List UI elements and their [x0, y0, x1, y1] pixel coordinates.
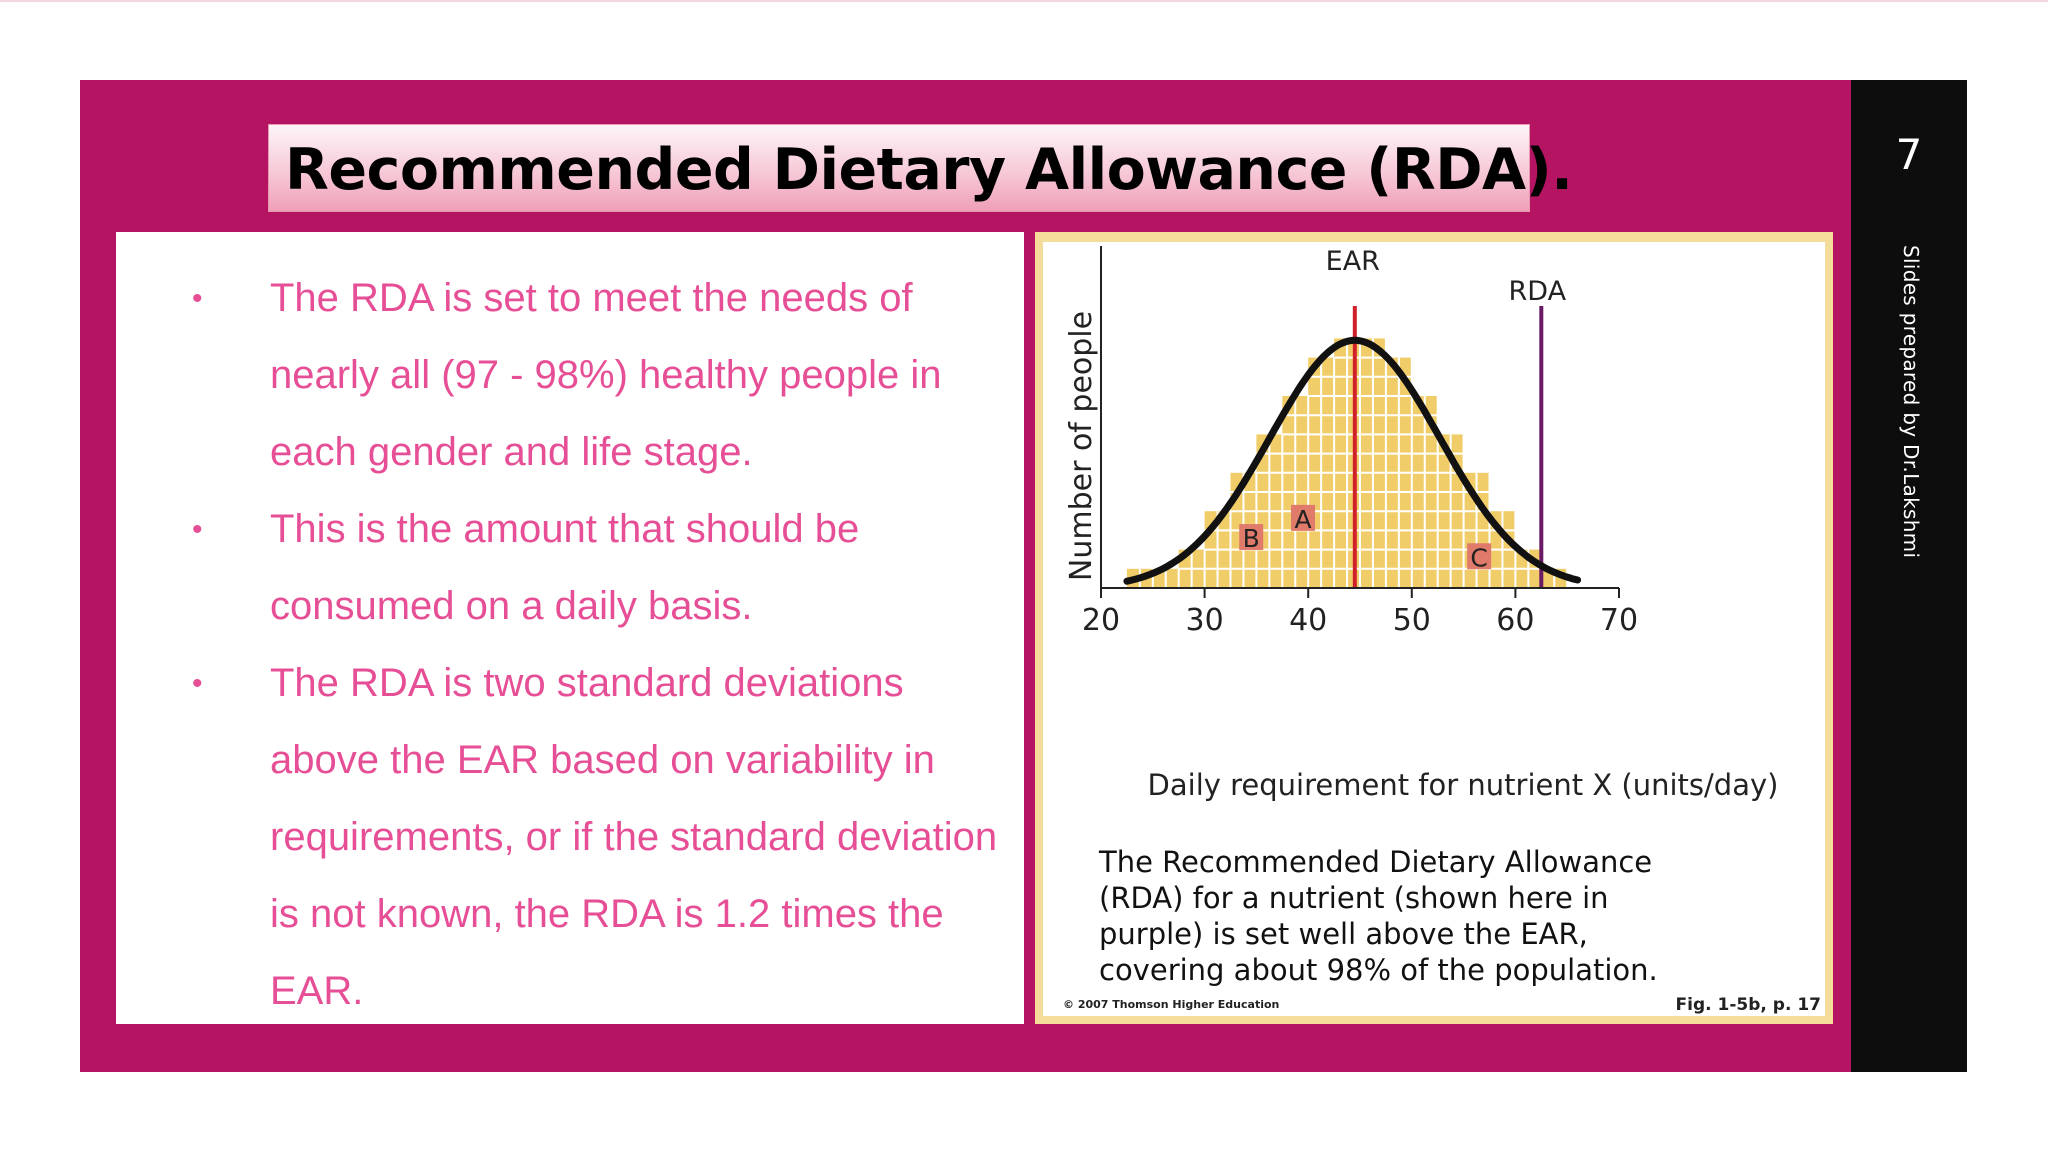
bullet-text: This is the amount that should be consum…: [270, 507, 860, 628]
figure-panel: EAR RDA 20 30 40 50 60 70 A B C Number of people…: [1035, 232, 1833, 1024]
bullet-list: • The RDA is set to meet the needs of ne…: [116, 260, 1024, 1030]
copyright-note: © 2007 Thomson Higher Education: [1063, 998, 1279, 1011]
distribution-curve: [1123, 336, 1582, 585]
top-border: [0, 0, 2048, 2]
region-label-box: [1239, 524, 1264, 551]
region-label: A: [1294, 505, 1311, 534]
bullet-item: • This is the amount that should be cons…: [116, 491, 1024, 645]
rda-chart: EAR RDA 20 30 40 50 60 70 A B C Number of people…: [1063, 246, 1821, 1015]
slide-number: 7: [1895, 130, 1923, 179]
bullet-item: • The RDA is two standard deviations abo…: [116, 645, 1024, 1030]
caption-line: (RDA) for a nutrient (shown here in: [1099, 881, 1609, 915]
slide-title: Recommended Dietary Allowance (RDA).: [285, 137, 1573, 203]
figure-inner: EAR RDA 20 30 40 50 60 70 A B C Number of people…: [1043, 242, 1825, 1016]
y-axis-label: Number of people: [1064, 311, 1099, 581]
slide-sidebar: 7 Slides prepared by Dr.Lakshmi: [1851, 80, 1967, 1072]
caption-line: purple) is set well above the EAR,: [1099, 917, 1588, 951]
x-axis-label: Daily requirement for nutrient X (units/…: [1148, 768, 1779, 802]
region-label-box: [1467, 543, 1492, 570]
x-tick-label: 60: [1496, 603, 1534, 638]
bullet-dot: •: [192, 282, 203, 315]
bullet-item: • The RDA is set to meet the needs of ne…: [116, 260, 1024, 491]
text-panel: • The RDA is set to meet the needs of ne…: [116, 232, 1024, 1024]
title-box: Recommended Dietary Allowance (RDA).: [268, 124, 1573, 212]
bullet-text: The RDA is two standard deviations above…: [270, 661, 998, 1013]
bullet-dot: •: [192, 667, 203, 700]
x-tick-label: 20: [1082, 603, 1120, 638]
region-label: C: [1470, 543, 1487, 572]
ear-label: EAR: [1326, 246, 1380, 277]
x-tick-label: 30: [1186, 603, 1224, 638]
normal-curve: [1123, 336, 1582, 585]
bullet-text: The RDA is set to meet the needs of near…: [270, 276, 942, 474]
bullet-dot: •: [192, 513, 203, 546]
rda-label: RDA: [1509, 276, 1567, 307]
caption-line: The Recommended Dietary Allowance: [1098, 845, 1652, 879]
x-tick-label: 50: [1393, 603, 1431, 638]
chart-labels: A B C: [1239, 504, 1492, 572]
region-label-box: [1291, 504, 1316, 531]
reference-lines: EAR RDA: [1326, 246, 1567, 588]
x-tick-label: 70: [1600, 603, 1638, 638]
x-tick-label: 40: [1289, 603, 1327, 638]
region-label: B: [1243, 524, 1260, 553]
slide-credit: Slides prepared by Dr.Lakshmi: [1899, 245, 1923, 559]
chart-axes: 20 30 40 50 60 70: [1082, 246, 1638, 638]
figure-reference: Fig. 1-5b, p. 17: [1676, 995, 1821, 1015]
caption-line: covering about 98% of the population.: [1099, 953, 1658, 987]
